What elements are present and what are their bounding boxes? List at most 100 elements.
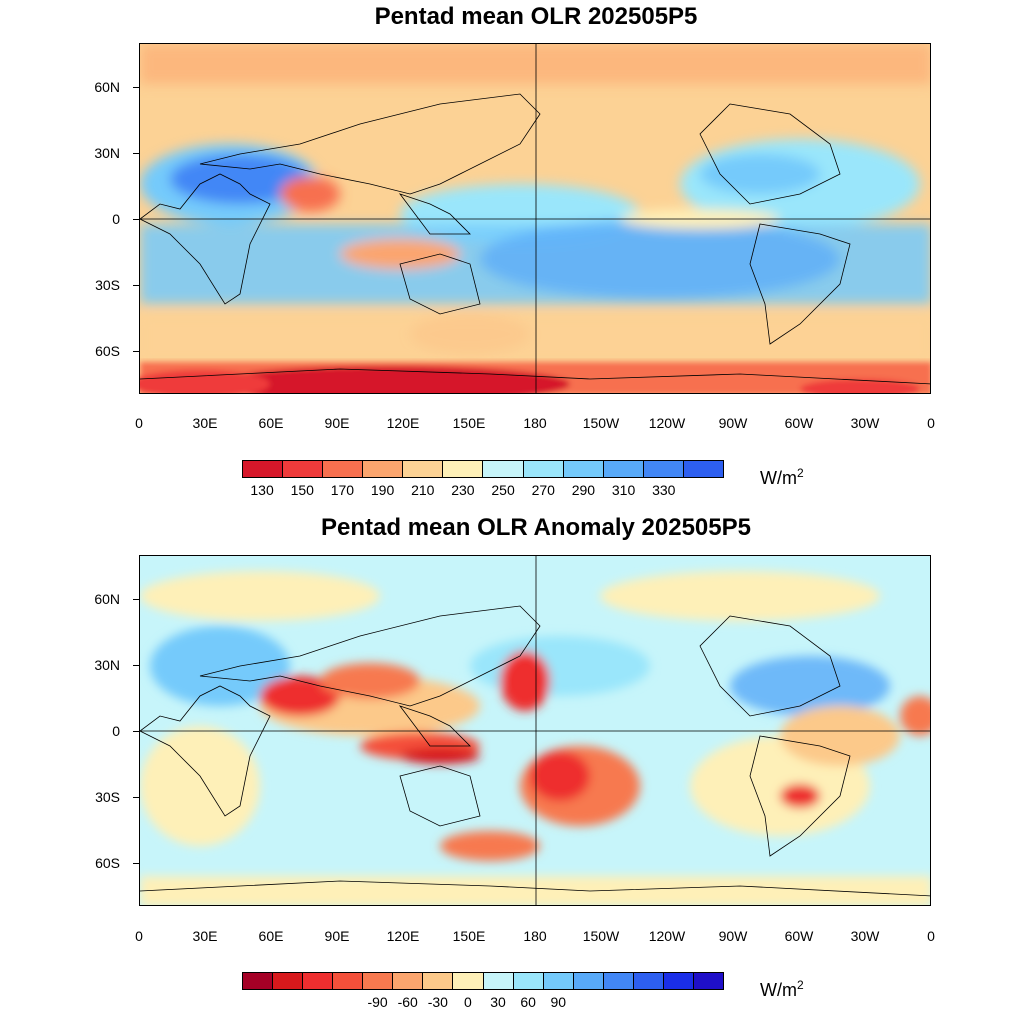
y-label: 0 xyxy=(112,723,120,739)
colorbar-label: 130 xyxy=(250,482,274,498)
colorbar-label: 150 xyxy=(290,482,314,498)
x-label: 30W xyxy=(850,928,880,944)
x-label: 150W xyxy=(582,928,620,944)
colorbar-label: -30 xyxy=(427,994,448,1010)
colorbar-label: 0 xyxy=(464,994,472,1010)
olr-mean-map xyxy=(139,43,931,394)
coastlines xyxy=(140,605,930,897)
colorbar-cell xyxy=(363,973,394,989)
y-tick xyxy=(133,153,139,154)
x-label: 60W xyxy=(784,928,814,944)
x-label: 60E xyxy=(258,415,284,431)
y-label: 30N xyxy=(94,657,120,673)
x-label: 30E xyxy=(192,415,218,431)
x-label: 180 xyxy=(523,928,547,944)
x-label: 120E xyxy=(386,415,420,431)
x-label: 0 xyxy=(135,928,143,944)
colorbar-cell xyxy=(683,461,723,477)
x-label: 150E xyxy=(452,928,486,944)
colorbar-cell xyxy=(513,973,544,989)
y-label: 60N xyxy=(94,79,120,95)
colorbar-cell xyxy=(273,973,304,989)
y-label: 30S xyxy=(95,789,120,805)
olr-anomaly-map xyxy=(139,555,931,906)
colorbar-label: 250 xyxy=(491,482,515,498)
x-label: 0 xyxy=(927,928,935,944)
colorbar-cell xyxy=(423,973,454,989)
colorbar-label: 230 xyxy=(451,482,475,498)
y-tick xyxy=(133,351,139,352)
y-label: 30S xyxy=(95,277,120,293)
colorbar-cell xyxy=(333,973,364,989)
y-tick xyxy=(133,599,139,600)
y-tick xyxy=(133,797,139,798)
x-label: 60E xyxy=(258,928,284,944)
y-tick xyxy=(133,87,139,88)
panel-title: Pentad mean OLR Anomaly 202505P5 xyxy=(321,514,751,541)
y-label: 60S xyxy=(95,855,120,871)
colorbar-cell xyxy=(633,973,664,989)
y-tick xyxy=(133,665,139,666)
x-label: 30E xyxy=(192,928,218,944)
colorbar-cell xyxy=(363,461,404,477)
colorbar-cell xyxy=(693,973,723,989)
x-label: 150W xyxy=(582,415,620,431)
y-tick xyxy=(133,863,139,864)
colorbar-unit: W/m2 xyxy=(760,466,804,488)
x-label: 120W xyxy=(648,928,686,944)
colorbar-cell xyxy=(603,461,644,477)
colorbar-label: 310 xyxy=(611,482,636,498)
colorbar-cell xyxy=(243,461,284,477)
colorbar-cell xyxy=(303,973,334,989)
panel-title: Pentad mean OLR 202505P5 xyxy=(374,3,698,30)
colorbar-cell xyxy=(283,461,324,477)
x-label: 90E xyxy=(324,415,350,431)
colorbar-label: 170 xyxy=(330,482,355,498)
colorbar-cell xyxy=(543,973,574,989)
x-label: 0 xyxy=(135,415,143,431)
colorbar-cell xyxy=(243,973,274,989)
x-label: 30W xyxy=(850,415,880,431)
colorbar-cell xyxy=(323,461,364,477)
coastlines xyxy=(140,93,930,385)
colorbar-cell xyxy=(563,461,604,477)
colorbar-label: 90 xyxy=(550,994,567,1010)
y-tick xyxy=(133,731,139,732)
x-label: 120W xyxy=(648,415,686,431)
colorbar-cell xyxy=(393,973,424,989)
y-tick xyxy=(133,219,139,220)
olr-anomaly-field xyxy=(140,556,930,905)
colorbar-label: 210 xyxy=(411,482,435,498)
colorbar-label: 270 xyxy=(531,482,555,498)
colorbar-unit: W/m2 xyxy=(760,978,804,1000)
colorbar-cell xyxy=(483,461,524,477)
x-label: 0 xyxy=(927,415,935,431)
y-label: 60N xyxy=(94,591,120,607)
colorbar-label: -90 xyxy=(367,994,388,1010)
y-label: 0 xyxy=(112,211,120,227)
colorbar-cell xyxy=(453,973,484,989)
x-label: 120E xyxy=(386,928,420,944)
colorbar-cell xyxy=(603,973,634,989)
colorbar-cell xyxy=(523,461,564,477)
colorbar xyxy=(242,972,724,990)
x-label: 90W xyxy=(718,415,748,431)
colorbar-label: -60 xyxy=(397,994,418,1010)
x-label: 180 xyxy=(523,415,547,431)
y-label: 30N xyxy=(94,145,120,161)
olr-mean-field xyxy=(140,44,930,393)
colorbar-cell xyxy=(483,973,514,989)
x-label: 90E xyxy=(324,928,350,944)
colorbar-cell xyxy=(573,973,604,989)
colorbar-cell xyxy=(663,973,694,989)
colorbar-label: 290 xyxy=(571,482,596,498)
x-label: 90W xyxy=(718,928,748,944)
colorbar-label: 60 xyxy=(520,994,536,1010)
colorbar-cell xyxy=(643,461,684,477)
colorbar-label: 330 xyxy=(652,482,676,498)
colorbar-label: 30 xyxy=(490,994,506,1010)
colorbar-cell xyxy=(403,461,444,477)
x-label: 150E xyxy=(452,415,486,431)
y-tick xyxy=(133,285,139,286)
colorbar xyxy=(242,460,724,478)
